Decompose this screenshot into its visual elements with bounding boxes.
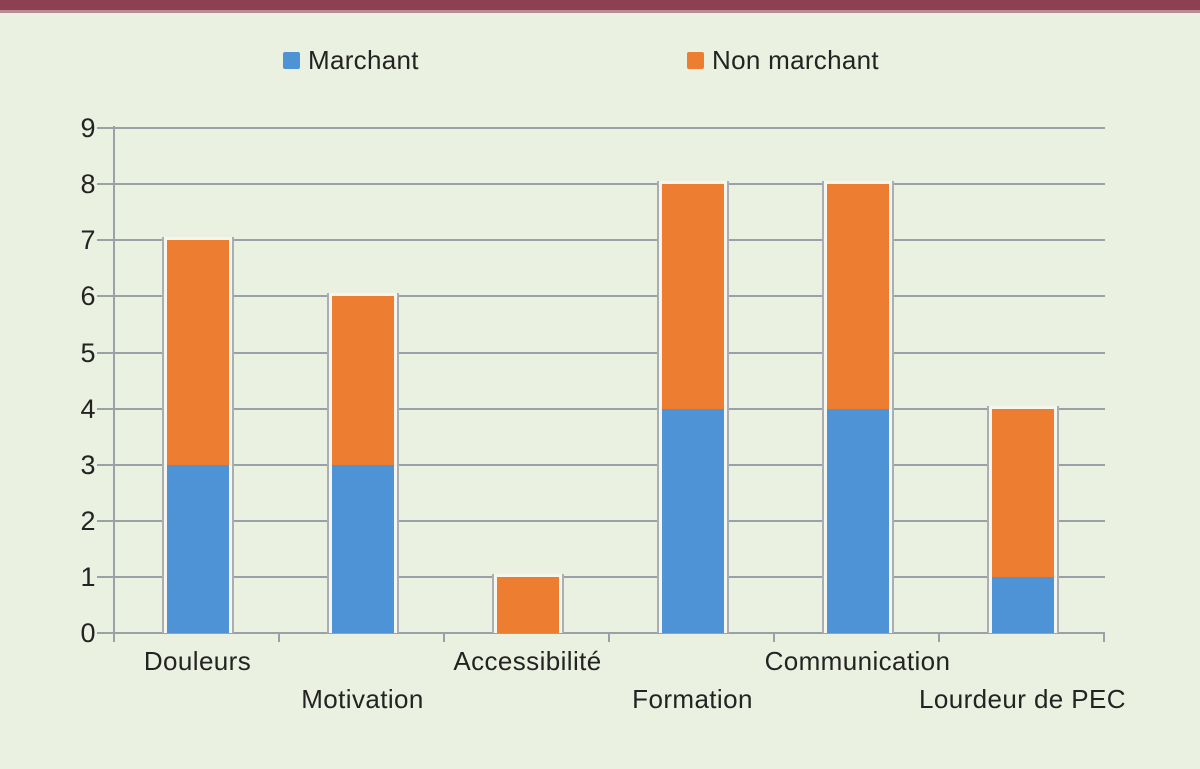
bar-formation <box>656 181 729 633</box>
bar-segment-marchant-formation <box>661 408 724 633</box>
bar-segment-marchant-communication <box>826 408 889 633</box>
gridline-y-4 <box>115 407 1105 410</box>
x-axis-tick-5 <box>938 633 940 642</box>
y-axis-label-0: 0 <box>80 618 96 648</box>
category-label-motivation: Motivation <box>301 684 424 714</box>
bar-communication <box>821 181 894 633</box>
gridline-y-0 <box>115 632 1105 634</box>
bar-motivation <box>326 293 399 633</box>
bar-segment-marchant-lourdeur-de-pec <box>991 576 1054 633</box>
legend-item-non-marchant: Non marchant <box>687 45 879 76</box>
y-axis-tick-1 <box>97 575 115 578</box>
y-axis-label-4: 4 <box>80 393 96 424</box>
gridline-y-5 <box>115 351 1105 354</box>
y-axis-label-8: 8 <box>80 169 96 200</box>
top-accent-bar <box>0 0 1200 10</box>
bar-segment-non-marchant-formation <box>661 184 724 409</box>
y-axis-label-3: 3 <box>80 449 96 480</box>
y-axis-label-7: 7 <box>80 225 96 256</box>
gridline-y-2 <box>115 519 1105 522</box>
bar-segment-non-marchant-lourdeur-de-pec <box>991 408 1054 577</box>
y-axis-tick-6 <box>97 295 115 298</box>
legend-item-marchant: Marchant <box>283 45 419 76</box>
x-axis-tick-6 <box>1103 633 1105 642</box>
legend-label-marchant: Marchant <box>308 45 419 75</box>
bar-douleurs <box>161 237 234 633</box>
y-axis-tick-3 <box>97 463 115 466</box>
bar-segment-marchant-douleurs <box>166 464 229 633</box>
bar-segment-marchant-motivation <box>331 464 394 633</box>
x-axis-tick-1 <box>278 633 280 642</box>
y-axis-label-2: 2 <box>80 505 96 536</box>
gridline-y-3 <box>115 463 1105 466</box>
bar-segment-non-marchant-douleurs <box>166 240 229 465</box>
x-axis-tick-4 <box>773 633 775 642</box>
y-axis-tick-5 <box>97 351 115 354</box>
y-axis-tick-0 <box>97 632 115 634</box>
y-axis-tick-8 <box>97 183 115 186</box>
gridline-y-7 <box>115 239 1105 242</box>
x-axis-tick-2 <box>443 633 445 642</box>
gridline-y-9 <box>115 127 1105 130</box>
bar-lourdeur-de-pec <box>986 405 1059 633</box>
category-label-formation: Formation <box>632 684 753 714</box>
y-axis-tick-2 <box>97 519 115 522</box>
y-axis-label-9: 9 <box>80 113 96 144</box>
y-axis-tick-9 <box>97 127 115 130</box>
top-accent-bar-underline <box>0 10 1200 13</box>
y-axis-label-6: 6 <box>80 281 96 312</box>
category-label-communication: Communication <box>764 646 951 676</box>
y-axis-tick-4 <box>97 407 115 410</box>
category-label-accessibilite: Accessibilité <box>453 646 602 676</box>
x-axis-tick-3 <box>608 633 610 642</box>
category-label-douleurs: Douleurs <box>143 646 252 676</box>
category-label-lourdeur-de-pec: Lourdeur de PEC <box>919 684 1126 714</box>
legend-label-non-marchant: Non marchant <box>712 45 879 75</box>
gridline-y-1 <box>115 575 1105 578</box>
y-axis-tick-7 <box>97 239 115 242</box>
legend-marker-non-marchant <box>687 52 704 69</box>
bar-segment-non-marchant-accessibilite <box>496 576 559 633</box>
y-axis-label-5: 5 <box>80 337 96 368</box>
y-axis-line <box>113 126 115 642</box>
legend-marker-marchant <box>283 52 300 69</box>
bar-accessibilite <box>491 573 564 633</box>
bar-segment-non-marchant-communication <box>826 184 889 409</box>
gridline-y-6 <box>115 295 1105 298</box>
bar-segment-non-marchant-motivation <box>331 296 394 465</box>
y-axis-label-1: 1 <box>80 561 96 592</box>
gridline-y-8 <box>115 183 1105 186</box>
